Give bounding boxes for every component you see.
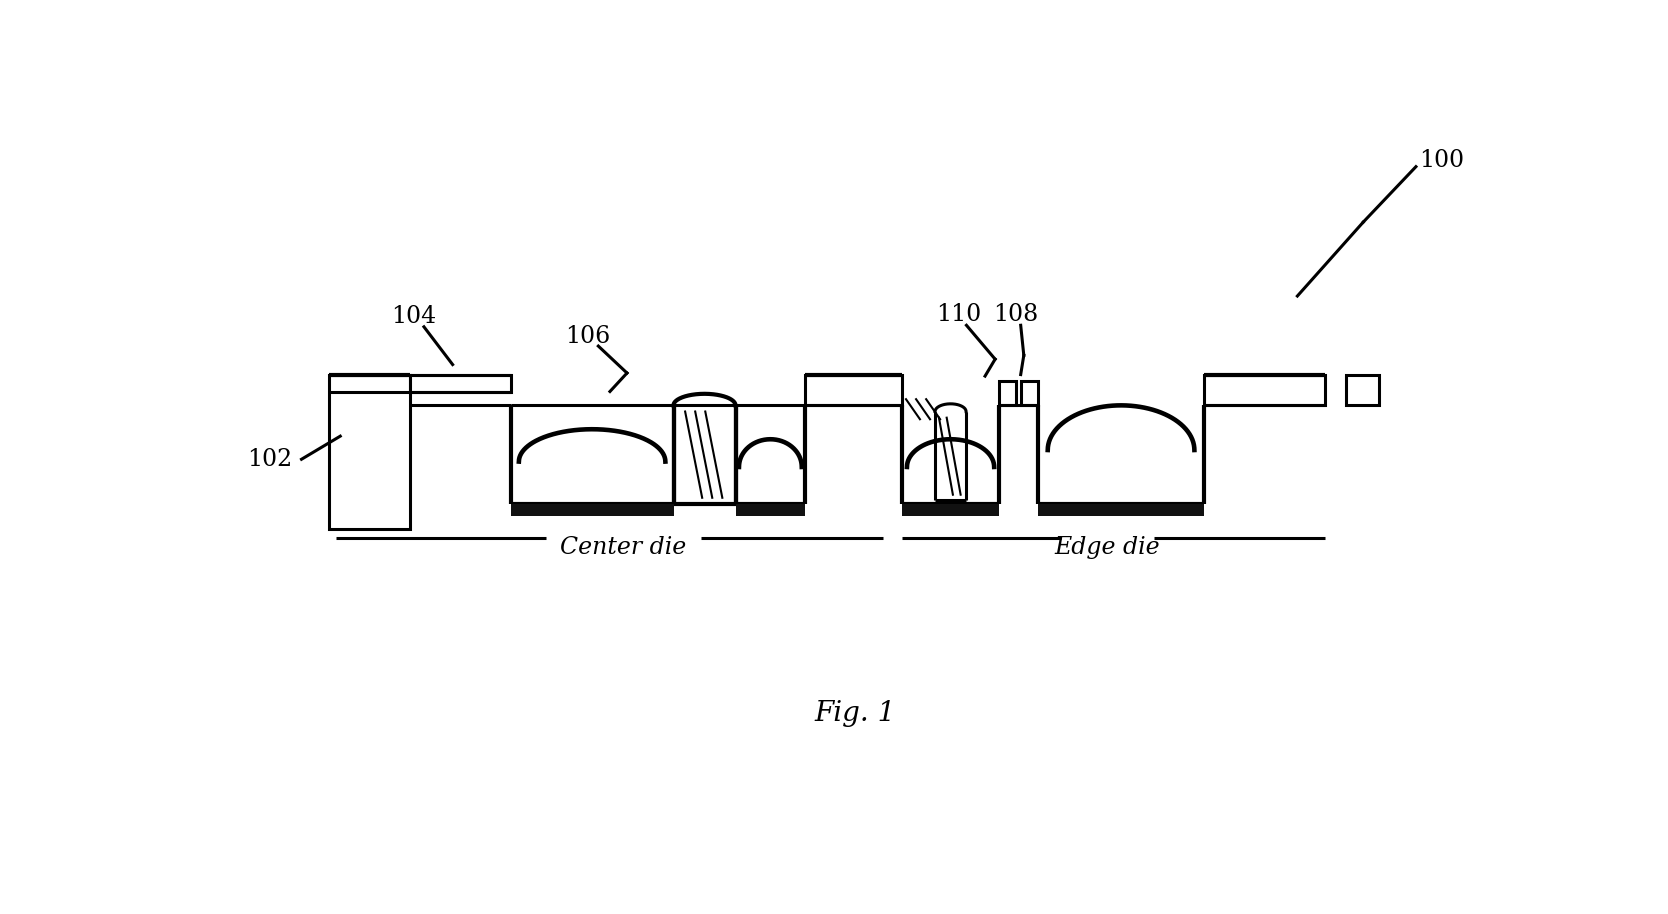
Text: 100: 100 (1419, 149, 1465, 172)
Text: Edge die: Edge die (1054, 537, 1161, 559)
Polygon shape (1037, 504, 1204, 516)
Polygon shape (1346, 375, 1379, 406)
Text: 108: 108 (994, 303, 1039, 326)
Text: 104: 104 (392, 305, 437, 328)
Text: Center die: Center die (560, 537, 686, 559)
Polygon shape (1204, 375, 1324, 406)
Polygon shape (736, 504, 806, 516)
Polygon shape (410, 375, 510, 391)
Text: 102: 102 (247, 448, 292, 471)
Polygon shape (329, 375, 410, 528)
Polygon shape (806, 375, 902, 406)
Polygon shape (1021, 381, 1037, 406)
Polygon shape (999, 381, 1016, 406)
Polygon shape (902, 504, 999, 516)
Polygon shape (510, 504, 674, 516)
Text: 110: 110 (936, 303, 981, 326)
Text: 106: 106 (565, 324, 610, 347)
Text: Fig. 1: Fig. 1 (814, 700, 896, 727)
